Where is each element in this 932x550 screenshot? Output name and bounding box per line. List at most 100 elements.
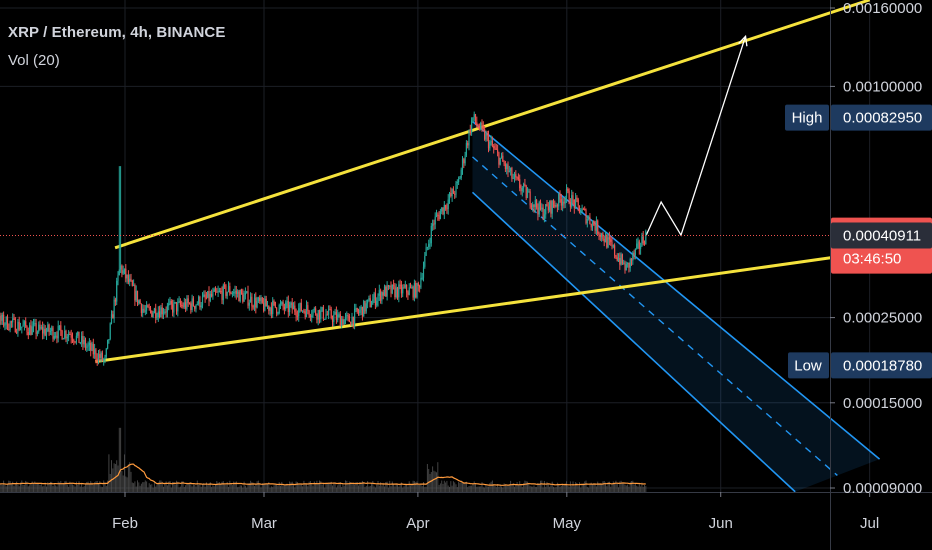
candle-body xyxy=(595,220,598,231)
volume-bar xyxy=(325,483,327,492)
volume-bar xyxy=(127,464,129,492)
volume-bar xyxy=(460,480,462,492)
volume-bar xyxy=(434,471,436,492)
candle-body xyxy=(53,336,55,339)
volume-bar xyxy=(404,484,406,492)
volume-bar xyxy=(220,484,222,492)
low-label-box xyxy=(788,352,829,379)
candle-body xyxy=(286,300,288,303)
volume-bar xyxy=(399,483,401,492)
candle-body xyxy=(471,120,473,134)
volume-bar xyxy=(476,486,478,492)
candle-body xyxy=(386,285,388,297)
volume-bar xyxy=(464,482,466,492)
volume-bar xyxy=(144,480,146,492)
volume-bar xyxy=(356,482,358,492)
candle-body xyxy=(458,179,460,183)
candle-body xyxy=(81,335,83,343)
candle-body xyxy=(56,335,58,339)
candle-body xyxy=(624,262,626,271)
volume-bar xyxy=(151,484,153,492)
volume-bar xyxy=(615,480,617,492)
volume-bar xyxy=(118,427,120,492)
volume-bar xyxy=(377,480,379,492)
candle-body xyxy=(338,314,340,316)
candle-body xyxy=(503,161,505,165)
candle-body xyxy=(572,195,574,200)
volume-bar xyxy=(607,481,609,492)
candle-body xyxy=(253,297,256,308)
candle-body xyxy=(300,302,302,312)
candle-body xyxy=(279,304,282,306)
volume-bar xyxy=(326,483,328,492)
candle-body xyxy=(87,345,89,347)
candle-body xyxy=(99,354,101,359)
high-value-box xyxy=(831,104,932,131)
candle-body xyxy=(409,287,412,289)
volume-bar xyxy=(60,480,62,492)
y-tick-label: 0.00009000 xyxy=(843,480,922,497)
volume-bar xyxy=(332,485,334,492)
candle-body xyxy=(326,314,328,316)
candle-body xyxy=(330,309,332,318)
candle-body xyxy=(92,343,94,355)
candle-body xyxy=(519,179,521,189)
candle-body xyxy=(504,164,507,170)
volume-bar xyxy=(334,482,336,492)
volume-bar xyxy=(572,481,574,492)
volume-bar xyxy=(420,484,422,492)
candle-body xyxy=(213,289,215,292)
candle-body xyxy=(221,291,223,301)
volume-bar xyxy=(143,482,145,492)
candle-body xyxy=(435,214,438,217)
volume-bar xyxy=(584,481,586,492)
volume-bar xyxy=(543,480,545,492)
candle-body xyxy=(43,328,45,334)
volume-bar xyxy=(309,481,311,492)
candle-body xyxy=(633,252,635,256)
volume-bar xyxy=(342,483,344,492)
candle-body xyxy=(341,318,343,327)
volume-bar xyxy=(408,481,410,492)
candle-body xyxy=(364,301,366,312)
volume-bar xyxy=(320,481,322,492)
volume-bar xyxy=(330,481,332,492)
volume-bar xyxy=(112,468,114,492)
volume-bar xyxy=(224,484,226,492)
candle-body xyxy=(581,208,583,212)
volume-bar xyxy=(300,484,302,492)
candle-body xyxy=(632,252,634,261)
volume-bar xyxy=(413,481,415,492)
candle-body xyxy=(480,122,482,130)
candle-body xyxy=(226,291,228,296)
candle-body xyxy=(242,293,244,302)
volume-bar xyxy=(536,487,538,492)
volume-bar xyxy=(495,487,497,492)
candle-body xyxy=(40,327,42,329)
candle-body xyxy=(438,215,440,220)
candle-body xyxy=(88,342,91,346)
volume-bar xyxy=(12,481,14,492)
candle-body xyxy=(45,331,48,336)
x-tick-label-feb: Feb xyxy=(112,515,138,532)
volume-bar xyxy=(512,483,514,492)
symbol-title[interactable]: XRP / Ethereum, 4h, BINANCE xyxy=(8,24,226,41)
volume-bar xyxy=(446,480,448,492)
volume-bar xyxy=(350,482,352,492)
volume-bar xyxy=(186,482,188,492)
volume-bar xyxy=(200,486,202,492)
volume-bar xyxy=(30,484,32,492)
volume-bar xyxy=(307,486,309,492)
volume-bar xyxy=(107,480,109,492)
volume-bar xyxy=(359,482,361,492)
volume-bar xyxy=(580,487,582,492)
volume-bar xyxy=(72,484,74,492)
candle-body xyxy=(172,304,174,313)
candle-body xyxy=(543,214,546,219)
candle-body xyxy=(516,177,518,179)
volume-indicator-label[interactable]: Vol (20) xyxy=(8,52,60,69)
candle-body xyxy=(396,287,399,298)
low-value: 0.00018780 xyxy=(843,357,922,374)
candle-body xyxy=(380,290,382,301)
